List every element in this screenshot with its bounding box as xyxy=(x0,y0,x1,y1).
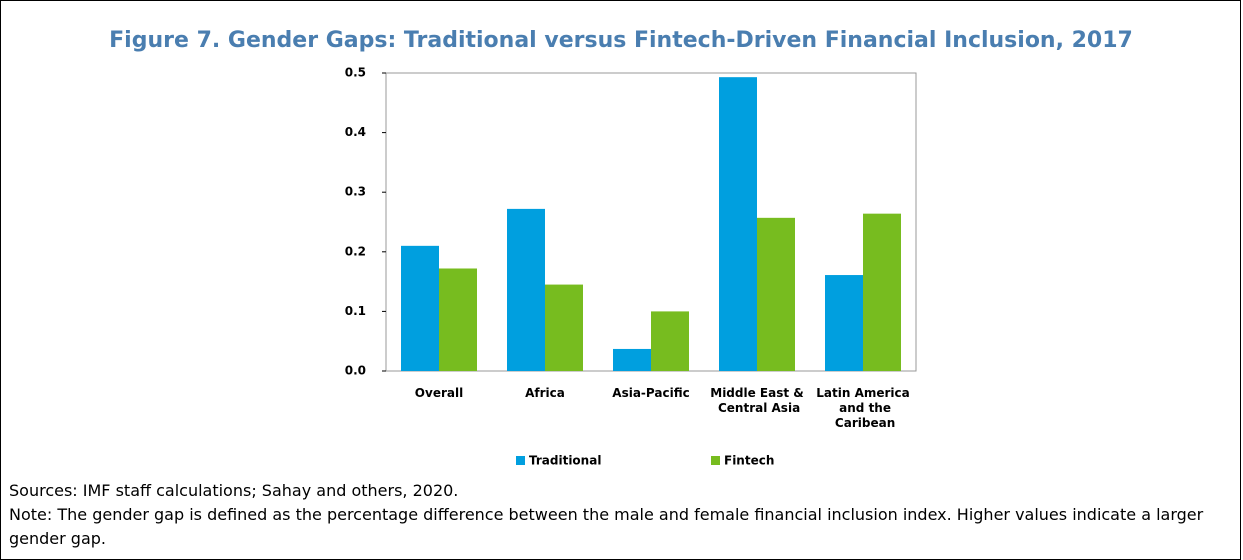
x-tick-label: Africa xyxy=(525,386,565,400)
x-tick-label: Asia-Pacific xyxy=(612,386,689,400)
legend-swatch xyxy=(711,456,720,465)
bar xyxy=(613,348,651,371)
bar xyxy=(507,208,545,371)
legend-label: Fintech xyxy=(724,454,774,468)
x-tick-label: Latin America and the Caribean xyxy=(816,386,910,430)
y-tick-label: 0.5 xyxy=(345,66,366,80)
bar xyxy=(757,217,795,371)
y-tick-label: 0.4 xyxy=(345,125,366,139)
legend-label: Traditional xyxy=(529,454,601,468)
bar xyxy=(401,245,439,371)
sources: Sources: IMF staff calculations; Sahay a… xyxy=(9,481,459,500)
chart: Figure 7. Gender Gaps: Traditional versu… xyxy=(109,28,1133,468)
bar xyxy=(651,311,689,371)
chart-title: Figure 7. Gender Gaps: Traditional versu… xyxy=(109,28,1133,53)
x-tick-label: Overall xyxy=(415,386,463,400)
y-tick-label: 0.1 xyxy=(345,304,366,318)
bar xyxy=(863,213,901,371)
y-tick-label: 0.3 xyxy=(345,185,366,199)
x-tick-label: Middle East & Central Asia xyxy=(710,386,803,415)
bar xyxy=(439,268,477,371)
legend-swatch xyxy=(516,456,525,465)
note: Note: The gender gap is defined as the p… xyxy=(9,505,1204,548)
bar xyxy=(719,77,757,371)
bar xyxy=(545,284,583,371)
y-tick-label: 0.2 xyxy=(345,244,366,258)
bar xyxy=(825,275,863,371)
y-tick-label: 0.0 xyxy=(345,364,366,378)
